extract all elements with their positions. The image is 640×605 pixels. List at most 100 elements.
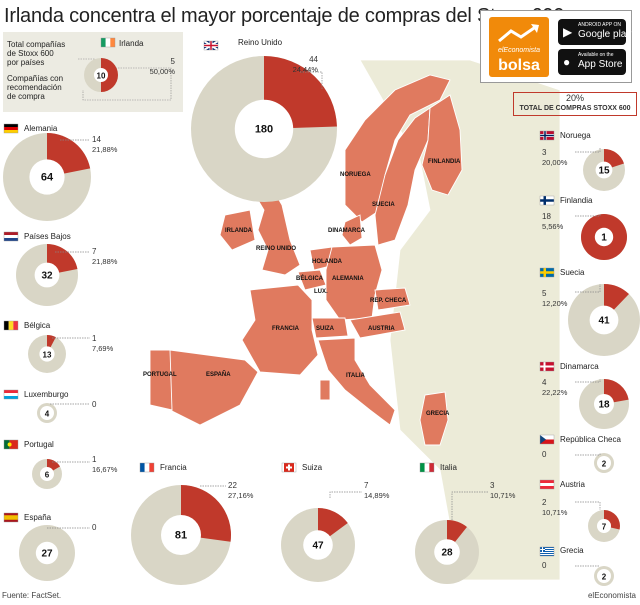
finlandia-donut-hole (594, 227, 614, 247)
paises-bajos-donut-hole (34, 262, 60, 288)
map-label-noruega: NORUEGA (340, 172, 371, 178)
map-finland (421, 94, 463, 196)
austria-leader-line (575, 501, 601, 510)
dinamarca-leader-line (575, 379, 601, 383)
app-store-button[interactable]: ● Available on the App Store (558, 49, 626, 75)
donut-suiza: 47 Suiza 714,89% (281, 462, 390, 582)
dinamarca-name: Dinamarca (560, 362, 599, 371)
paises-bajos-total-label: 32 (41, 271, 53, 282)
alemania-total-label: 64 (41, 172, 54, 184)
republica-checa-name: República Checa (560, 435, 621, 444)
portugal-total-label: 6 (45, 471, 50, 480)
donut-finlandia: 1 Finlandia 185,56% (539, 195, 627, 260)
austria-buy-pct: 10,71% (542, 508, 568, 517)
francia-donut-hole (161, 515, 201, 555)
map-greece (419, 391, 449, 446)
republica-checa-buy-count: 0 (542, 450, 547, 459)
paises-bajos-buy-pct: 21,88% (92, 257, 118, 266)
francia-total-label: 81 (175, 530, 187, 542)
map-label-italia: ITALIA (346, 373, 366, 379)
apple-big-text: App Store (578, 59, 623, 70)
apple-icon: ● (563, 55, 571, 69)
trend-arrow-icon (498, 24, 539, 43)
legend-irlanda-donut-hole (94, 68, 108, 82)
play-icon: ▶ (563, 25, 573, 39)
germany-flag-icon (3, 123, 19, 134)
luxemburgo-total-label: 4 (45, 410, 50, 419)
switzerland-flag-icon (281, 462, 297, 473)
google-small-text: ANDROID APP ON (578, 22, 621, 28)
google-play-button[interactable]: ▶ ANDROID APP ON Google play (558, 19, 631, 45)
noruega-name: Noruega (560, 131, 591, 140)
reino-unido-name: Reino Unido (238, 38, 283, 47)
grecia-donut-hole (597, 569, 611, 583)
suiza-donut-hole (303, 530, 333, 560)
espana-total-label: 27 (41, 549, 53, 560)
map-label-alemania: ALEMANIA (332, 276, 364, 282)
bolsa-word: bolsa (498, 57, 540, 74)
austria-donut-hole (597, 519, 611, 533)
italia-leader-line (451, 491, 488, 520)
czech-flag-icon (539, 434, 555, 445)
legend-irlanda-buy-slice (101, 58, 118, 92)
noruega-buy-pct: 20,00% (542, 158, 568, 167)
portugal-name: Portugal (24, 440, 54, 449)
austria-buy-count: 2 (542, 498, 547, 507)
alemania-name: Alemania (24, 124, 58, 133)
greece-flag-icon (539, 546, 555, 557)
austria-name: Austria (560, 480, 585, 489)
map-label-portugal: PORTUGAL (143, 372, 177, 378)
finland-flag-icon (539, 195, 555, 206)
republica-checa-total-label: 2 (602, 460, 607, 469)
donut-suecia: 41 Suecia 512,20% (539, 267, 640, 356)
legend-reco-label: Compañías con recomendación de compra (7, 74, 63, 101)
reino-unido-leader-line (300, 71, 323, 90)
suecia-name: Suecia (560, 268, 585, 277)
map-label-francia: FRANCIA (272, 326, 300, 332)
belgica-donut-hole (39, 346, 55, 362)
belgica-buy-count: 1 (92, 334, 97, 343)
republica-checa-donut-hole (597, 456, 611, 470)
map-label-belgica: BÉLGICA (296, 274, 324, 282)
francia-buy-count: 22 (228, 481, 237, 490)
map-label-reino-unido: REINO UNIDO (256, 246, 296, 252)
reino-unido-buy-pct: 24,44% (293, 65, 319, 74)
bolsa-logo[interactable]: elEconomista bolsa (489, 17, 549, 77)
suiza-name: Suiza (302, 463, 323, 472)
map-norway (344, 74, 451, 223)
map-italy (317, 337, 396, 426)
source-note: Fuente: FactSet. (2, 591, 62, 600)
austria-total-label: 7 (602, 523, 607, 532)
suiza-buy-pct: 14,89% (364, 491, 390, 500)
map-label-austria: AUSTRIA (368, 326, 395, 332)
map-label-dinamarca: DINAMARCA (328, 228, 366, 234)
suiza-leader-line (329, 491, 362, 498)
donut-espana: 27 España 0 (3, 512, 97, 581)
brand-note: elEconomista (587, 591, 636, 600)
denmark-flag-icon (539, 361, 555, 372)
map-label-finlandia: FINLANDIA (428, 159, 461, 165)
suecia-buy-count: 5 (542, 289, 547, 298)
belgium-flag-icon (3, 320, 19, 331)
map-label-rep-checa: REP. CHECA (370, 298, 407, 304)
portugal-buy-count: 1 (92, 455, 97, 464)
legend-buy-pct: 50,00% (150, 67, 176, 76)
map-label-espana: ESPAÑA (206, 371, 231, 378)
portugal-flag-icon (3, 439, 19, 450)
paises-bajos-buy-count: 7 (92, 247, 97, 256)
donut-portugal: 6 Portugal 116,67% (3, 439, 118, 489)
reino-unido-donut-hole (234, 99, 294, 159)
map-label-grecia: GRECIA (426, 411, 450, 417)
suecia-leader-line (575, 284, 601, 293)
finlandia-buy-count: 18 (542, 212, 551, 221)
france-flag-icon (139, 462, 155, 473)
google-big-text: Google play (578, 29, 632, 40)
espana-name: España (24, 513, 52, 522)
app-promo[interactable]: elEconomista bolsa ▶ ANDROID APP ON Goog… (480, 10, 632, 83)
legend-irlanda-total-label: 10 (97, 72, 106, 81)
total-box: 20% TOTAL DE COMPRAS STOXX 600 (513, 92, 637, 116)
espana-buy-count: 0 (92, 523, 97, 532)
